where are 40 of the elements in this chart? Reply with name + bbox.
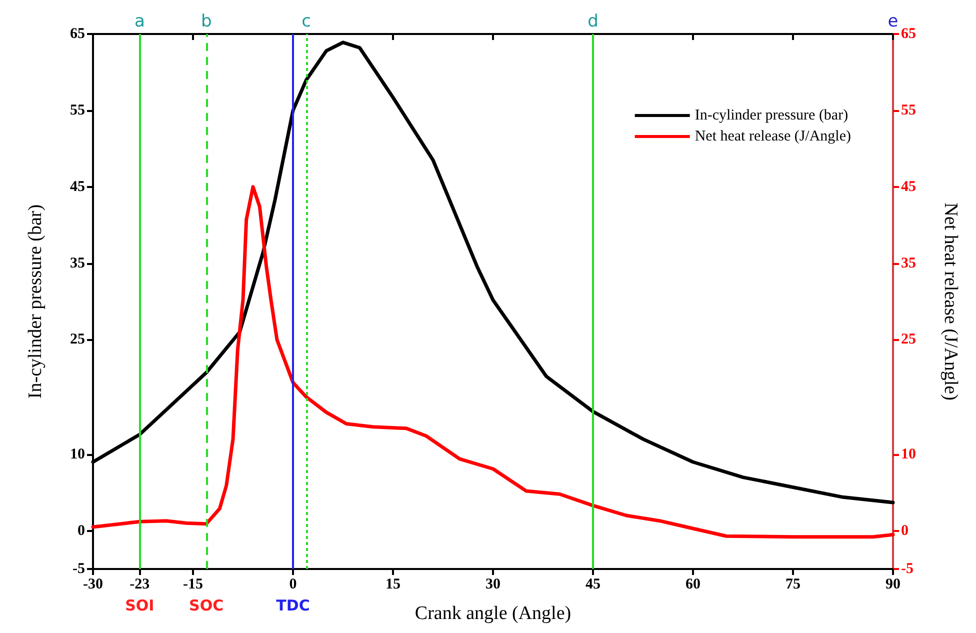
y-tick-label: 35 bbox=[70, 255, 85, 272]
x-tick-label: -23 bbox=[130, 576, 150, 592]
x-axis-title: Crank angle (Angle) bbox=[414, 603, 572, 624]
y-tick-label: 25 bbox=[70, 332, 85, 348]
ref-line-label: c bbox=[302, 12, 312, 32]
x-tick-label: 75 bbox=[786, 576, 800, 592]
y2-tick-label: 55 bbox=[901, 102, 916, 118]
x-tick-label: 60 bbox=[686, 576, 700, 592]
y2-tick-label: 35 bbox=[901, 255, 916, 272]
x-tick-label: -30 bbox=[83, 576, 103, 592]
text: TDC bbox=[276, 596, 310, 614]
y2-tick-label: 45 bbox=[901, 178, 916, 195]
y2-tick-label: 10 bbox=[901, 446, 916, 462]
text: SOC bbox=[189, 596, 224, 614]
y-tick-label: 65 bbox=[70, 26, 85, 42]
text: SOI bbox=[125, 596, 154, 614]
legend-label: In-cylinder pressure (bar) bbox=[694, 108, 848, 124]
line-series bbox=[91, 185, 895, 539]
y2-tick-label: -5 bbox=[901, 561, 914, 577]
y-axis-title: In-cylinder pressure (bar) bbox=[25, 204, 46, 399]
text: e bbox=[888, 12, 898, 32]
y-tick-label: 55 bbox=[70, 102, 85, 118]
ref-line-label: b bbox=[200, 12, 212, 32]
x-tick-label: -15 bbox=[183, 576, 203, 592]
y-tick-label: -5 bbox=[72, 561, 85, 577]
y-tick-label: 0 bbox=[78, 522, 85, 539]
y2-axis-title: Net heat release (J/Angle) bbox=[940, 202, 961, 400]
x-tick-label: 0 bbox=[289, 576, 297, 592]
y2-tick-label: 25 bbox=[901, 332, 916, 348]
ref-line-label: a bbox=[134, 12, 145, 32]
y-tick-label: 10 bbox=[70, 446, 85, 462]
y2-tick-label: 65 bbox=[901, 26, 916, 42]
legend-label: Net heat release (J/Angle) bbox=[694, 128, 852, 144]
y-tick-label: 45 bbox=[70, 178, 85, 195]
x-tick-label: 45 bbox=[586, 576, 600, 592]
ref-line-label: d bbox=[588, 12, 598, 32]
y2-tick-label: 0 bbox=[901, 522, 908, 539]
x-tick-label: 15 bbox=[386, 576, 400, 592]
x-tick-label: 30 bbox=[486, 576, 500, 592]
x-tick-label: 90 bbox=[886, 576, 900, 592]
